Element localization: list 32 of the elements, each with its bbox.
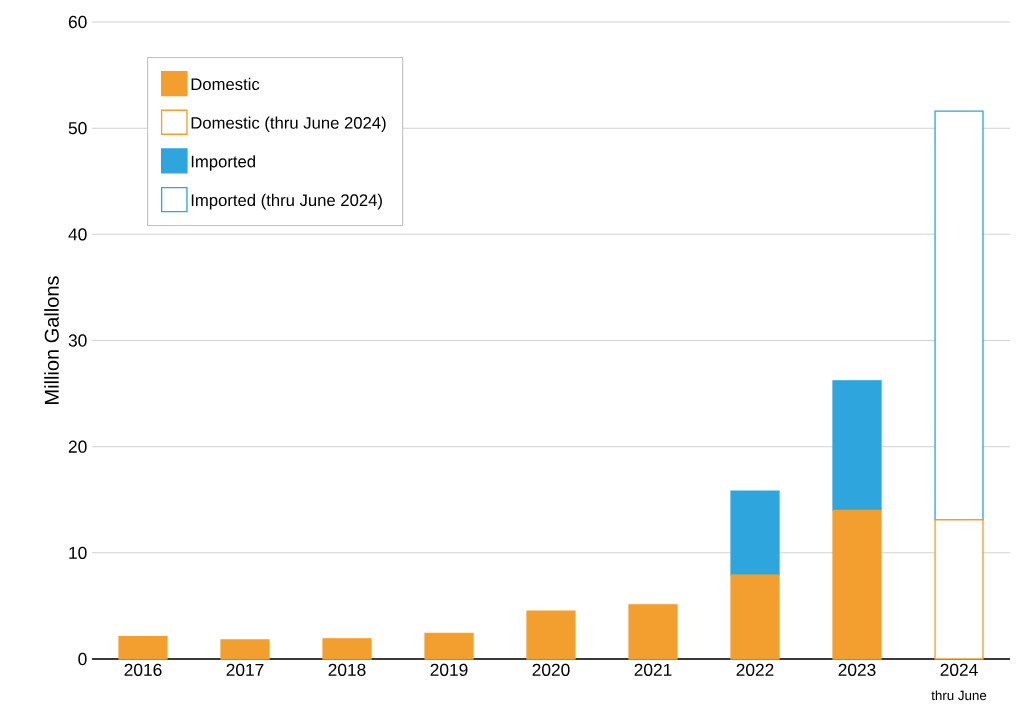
bar bbox=[118, 636, 168, 660]
legend-label: Domestic bbox=[191, 77, 260, 91]
bar bbox=[526, 610, 576, 660]
x-tick-label: 2017 bbox=[226, 663, 264, 676]
bar bbox=[322, 638, 372, 660]
y-tick-label: 40 bbox=[68, 228, 87, 241]
bar bbox=[832, 380, 882, 512]
x-tick-label: 2024 bbox=[940, 663, 978, 676]
x-tick-label: 2023 bbox=[838, 663, 876, 676]
x-tick-label: 2018 bbox=[328, 663, 366, 676]
y-tick-label: 60 bbox=[68, 15, 87, 29]
legend-label: Domestic (thru June 2024) bbox=[191, 116, 386, 133]
y-tick-label: 10 bbox=[69, 546, 87, 559]
legend-label: Imported (thru June 2024) bbox=[191, 193, 382, 210]
y-tick-label: 20 bbox=[68, 440, 87, 453]
y-axis-title: Million Gallons bbox=[44, 276, 59, 404]
x-tick-label: 2019 bbox=[430, 663, 468, 676]
x-tick-label: 2022 bbox=[736, 663, 774, 676]
bar bbox=[832, 509, 882, 660]
x-tick-label: 2016 bbox=[124, 663, 162, 676]
y-tick-label: 30 bbox=[68, 334, 87, 347]
legend-label: Imported bbox=[191, 155, 255, 171]
bar bbox=[424, 632, 474, 660]
bar bbox=[220, 639, 270, 660]
x-tick-label: 2021 bbox=[634, 663, 672, 676]
text: thru June bbox=[931, 690, 987, 701]
x-tick-label: 2020 bbox=[532, 663, 570, 676]
y-tick-label: 0 bbox=[78, 652, 87, 666]
bar bbox=[730, 574, 780, 660]
bar bbox=[730, 490, 780, 576]
bar bbox=[628, 604, 678, 660]
y-tick-label: 50 bbox=[68, 122, 87, 135]
